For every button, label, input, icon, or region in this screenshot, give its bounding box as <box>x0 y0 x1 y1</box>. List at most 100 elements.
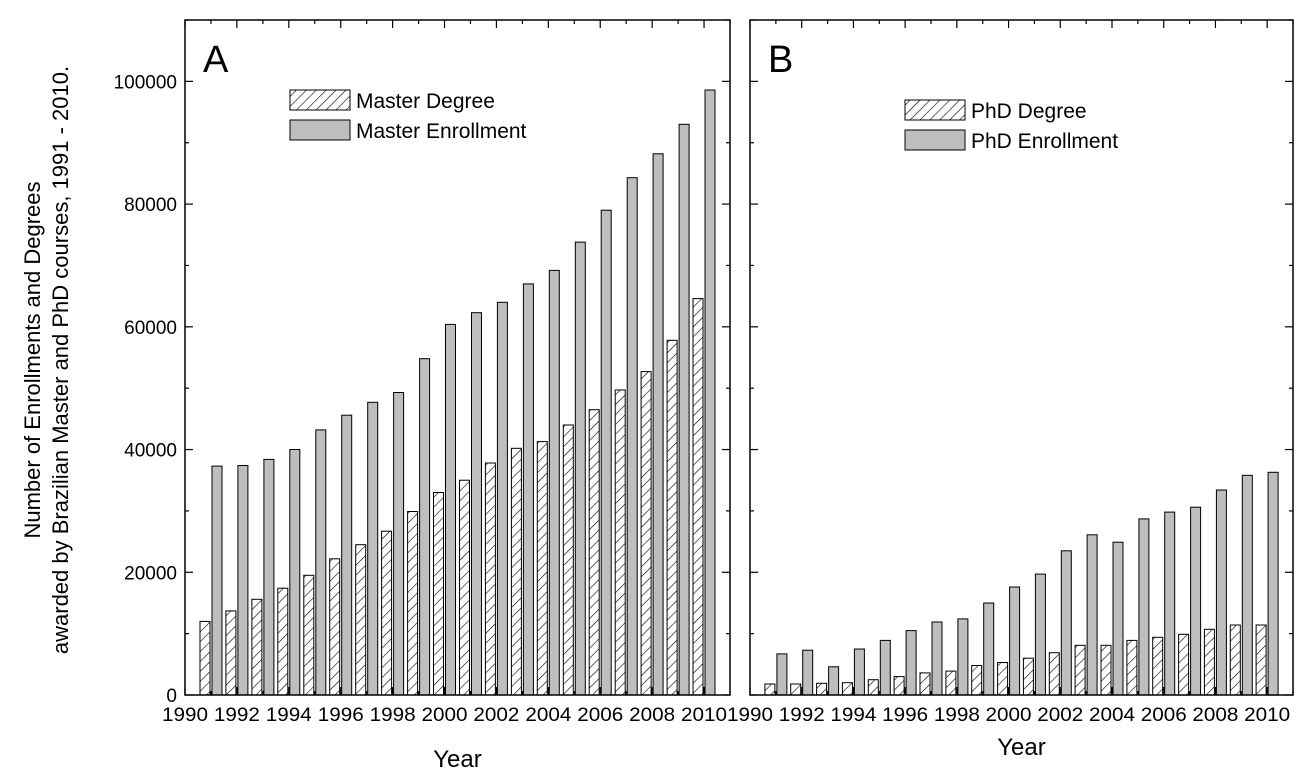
bar-phd-enrollment-1996 <box>905 630 917 696</box>
bar-phd-degree-1994 <box>841 682 853 696</box>
bar-phd-degree-2003 <box>1074 644 1086 696</box>
x-tick-label: 1990 <box>727 705 773 726</box>
x-tick-label: 1996 <box>882 705 928 726</box>
x-tick-label: 2010 <box>681 705 727 726</box>
bar-phd-degree-1991 <box>764 683 776 696</box>
bar-master-enrollment-2005 <box>574 241 586 696</box>
bar-phd-degree-2009 <box>1229 624 1241 696</box>
bar-phd-enrollment-1997 <box>931 621 943 696</box>
bar-phd-degree-1995 <box>867 679 879 696</box>
bar-master-enrollment-1994 <box>289 449 301 696</box>
legend-label: PhD Enrollment <box>971 130 1118 153</box>
legend-label: Master Enrollment <box>356 120 527 143</box>
panel-a: 0 20000 40000 60000 80000 100000 1990 1992 1994 1… <box>114 19 731 772</box>
bar-master-degree-2009 <box>666 339 678 696</box>
bar-phd-degree-2007 <box>1178 633 1190 696</box>
x-axis-title: Year <box>433 746 482 772</box>
bar-phd-degree-1996 <box>893 676 905 696</box>
plot-frame <box>749 19 1294 696</box>
bar-phd-degree-2000 <box>997 662 1009 696</box>
y-axis-label-line-1: Number of Enrollments and Degrees <box>20 181 45 538</box>
bar-master-enrollment-2004 <box>548 269 560 696</box>
y-tick-label: 100000 <box>114 72 177 93</box>
bar-master-degree-1999 <box>407 511 419 696</box>
x-tick-label: 2006 <box>1141 705 1187 726</box>
bar-master-enrollment-2002 <box>496 301 508 696</box>
bar-master-enrollment-1998 <box>393 392 405 696</box>
bar-master-degree-1997 <box>355 544 367 696</box>
bar-master-enrollment-2000 <box>445 323 456 696</box>
y-tick-label: 0 <box>166 686 177 707</box>
y-tick-label: 80000 <box>124 195 177 216</box>
x-tick-label: 2000 <box>422 705 468 726</box>
bar-phd-enrollment-1999 <box>983 602 995 696</box>
bar-phd-enrollment-1995 <box>879 639 891 696</box>
bar-phd-enrollment-2002 <box>1060 550 1072 696</box>
bar-phd-enrollment-1992 <box>802 649 814 696</box>
bar-master-degree-2010 <box>692 298 704 696</box>
bar-master-degree-1992 <box>225 610 237 696</box>
panel-b: 1990 1992 1994 1996 1998 2000 2002 2004 2006 2008… <box>727 19 1294 761</box>
bar-phd-enrollment-2006 <box>1164 511 1176 696</box>
x-tick-label: 2008 <box>1192 705 1238 726</box>
bar-master-degree-1994 <box>277 587 289 696</box>
x-tick-label: 2002 <box>1037 705 1083 726</box>
x-tick-label: 2004 <box>1089 705 1135 726</box>
bar-master-degree-1998 <box>381 530 393 696</box>
bar-master-degree-1996 <box>329 558 341 696</box>
bar-master-degree-1993 <box>251 598 263 696</box>
bar-phd-degree-2004 <box>1100 644 1112 696</box>
bar-phd-enrollment-2007 <box>1190 506 1202 696</box>
x-tick-label: 1998 <box>370 705 416 726</box>
legend-swatch <box>289 119 351 141</box>
bar-phd-degree-2010 <box>1255 624 1267 696</box>
bar-master-degree-2000 <box>433 492 444 696</box>
bar-phd-degree-2008 <box>1203 628 1215 696</box>
bar-master-enrollment-2010 <box>704 89 716 696</box>
bar-phd-enrollment-2000 <box>1009 586 1021 696</box>
legend-swatch <box>904 99 966 121</box>
bar-master-degree-2006 <box>588 409 600 696</box>
bar-phd-degree-2005 <box>1126 639 1138 696</box>
bar-phd-degree-1998 <box>945 670 957 696</box>
bar-phd-enrollment-2001 <box>1034 573 1046 696</box>
bar-phd-enrollment-2010 <box>1267 471 1279 696</box>
bar-master-enrollment-1996 <box>341 414 353 696</box>
x-tick-label: 2008 <box>629 705 675 726</box>
bar-master-enrollment-1995 <box>315 429 327 696</box>
bar-phd-enrollment-1998 <box>957 618 969 696</box>
x-tick-label: 1992 <box>779 705 825 726</box>
x-tick-label: 2000 <box>986 705 1032 726</box>
x-tick-label: 1990 <box>162 705 208 726</box>
bar-phd-enrollment-2005 <box>1138 518 1150 696</box>
x-tick-label: 1994 <box>830 705 876 726</box>
y-axis-label-line-2: awarded by Brazilian Master and PhD cour… <box>48 66 73 654</box>
bar-master-enrollment-2007 <box>626 177 638 696</box>
bar-master-enrollment-1991 <box>211 465 223 696</box>
y-tick-label: 20000 <box>124 563 177 584</box>
bar-master-degree-2002 <box>484 462 496 696</box>
bar-phd-enrollment-2008 <box>1215 489 1227 696</box>
bar-phd-degree-2006 <box>1152 636 1164 696</box>
bar-master-enrollment-1992 <box>237 465 249 696</box>
bar-phd-enrollment-1993 <box>828 666 840 696</box>
x-tick-label: 2010 <box>1244 705 1290 726</box>
legend-swatch <box>289 89 351 111</box>
bar-master-enrollment-2008 <box>652 153 664 696</box>
bar-master-enrollment-1999 <box>419 358 431 696</box>
bar-phd-degree-1997 <box>919 672 931 696</box>
bar-phd-degree-2002 <box>1048 652 1060 696</box>
bar-phd-degree-1992 <box>790 683 802 696</box>
bar-master-enrollment-1993 <box>263 458 275 696</box>
bar-master-degree-1991 <box>199 620 211 696</box>
bar-master-degree-1995 <box>303 574 315 696</box>
y-tick-label: 40000 <box>124 441 177 462</box>
legend-label: PhD Degree <box>971 100 1087 123</box>
x-tick-label: 1998 <box>934 705 980 726</box>
bar-phd-enrollment-2009 <box>1241 474 1253 696</box>
x-tick-label: 1994 <box>266 705 312 726</box>
bar-master-degree-2003 <box>510 447 522 696</box>
bar-master-enrollment-2009 <box>678 123 690 696</box>
panel-letter: A <box>203 39 229 81</box>
